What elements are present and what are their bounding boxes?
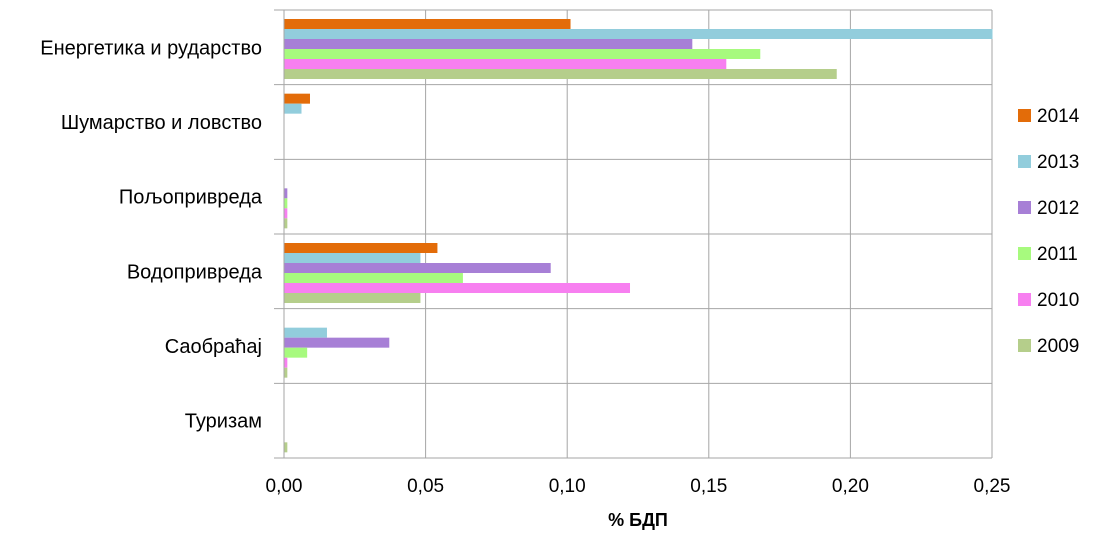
bar-2013 — [284, 327, 327, 338]
bar-2009 — [284, 218, 288, 229]
category-label: Шумарство и ловство — [61, 112, 262, 134]
bar-2009 — [284, 69, 837, 79]
gridlines — [274, 9, 993, 459]
bar-2009 — [284, 442, 288, 453]
x-tick-labels: 0,00 0,05 0,10 0,15 0,20 0,25 — [266, 476, 1011, 497]
x-tick-label: 0,20 — [832, 476, 869, 497]
legend-swatch-2010 — [1018, 293, 1031, 306]
legend-swatch-2013 — [1018, 155, 1031, 168]
bars — [284, 19, 993, 453]
x-tick-label: 0,15 — [690, 476, 727, 497]
bar-2014 — [284, 19, 571, 29]
legend-label-2014: 2014 — [1037, 106, 1080, 127]
bar-2011 — [284, 273, 463, 283]
bar-2010 — [284, 283, 631, 293]
bar-2012 — [284, 263, 551, 273]
bar-2011 — [284, 49, 761, 59]
bar-2010 — [284, 208, 288, 219]
legend-label-2009: 2009 — [1037, 336, 1079, 357]
category-label: Енергетика и рударство — [40, 37, 262, 59]
legend-label-2010: 2010 — [1037, 290, 1079, 311]
legend-label-2012: 2012 — [1037, 198, 1079, 219]
category-label: Пољопривреда — [119, 187, 263, 209]
x-tick-label: 0,25 — [974, 476, 1011, 497]
bar-2010 — [284, 357, 288, 368]
x-tick-label: 0,10 — [549, 476, 586, 497]
bar-2013 — [284, 253, 421, 263]
bar-2009 — [284, 367, 288, 378]
category-label: Саобраћај — [165, 336, 262, 358]
legend-swatch-2014 — [1018, 109, 1031, 122]
legend-swatch-2009 — [1018, 339, 1031, 352]
bar-2012 — [284, 337, 390, 348]
legend-swatch-2011 — [1018, 247, 1031, 260]
bar-2014 — [284, 243, 438, 253]
bar-2012 — [284, 188, 288, 199]
legend-label-2011: 2011 — [1037, 244, 1078, 265]
bar-2014 — [284, 93, 310, 104]
x-tick-label: 0,05 — [407, 476, 444, 497]
bar-2013 — [284, 103, 302, 114]
bar-2011 — [284, 198, 288, 209]
bar-2013 — [284, 29, 993, 39]
x-axis-title: % БДП — [608, 510, 668, 530]
bar-2011 — [284, 347, 308, 358]
category-label: Водопривреда — [127, 261, 263, 283]
category-labels: Енергетика и рударство Шумарство и ловств… — [40, 37, 263, 432]
x-tick-label: 0,00 — [266, 476, 303, 497]
bar-2012 — [284, 39, 693, 49]
category-label: Туризам — [185, 411, 262, 433]
legend-label-2013: 2013 — [1037, 152, 1079, 173]
legend: 2014 2013 2012 2011 2010 2009 — [1018, 106, 1080, 357]
legend-swatch-2012 — [1018, 201, 1031, 214]
bar-2009 — [284, 293, 421, 303]
bar-2010 — [284, 59, 727, 69]
